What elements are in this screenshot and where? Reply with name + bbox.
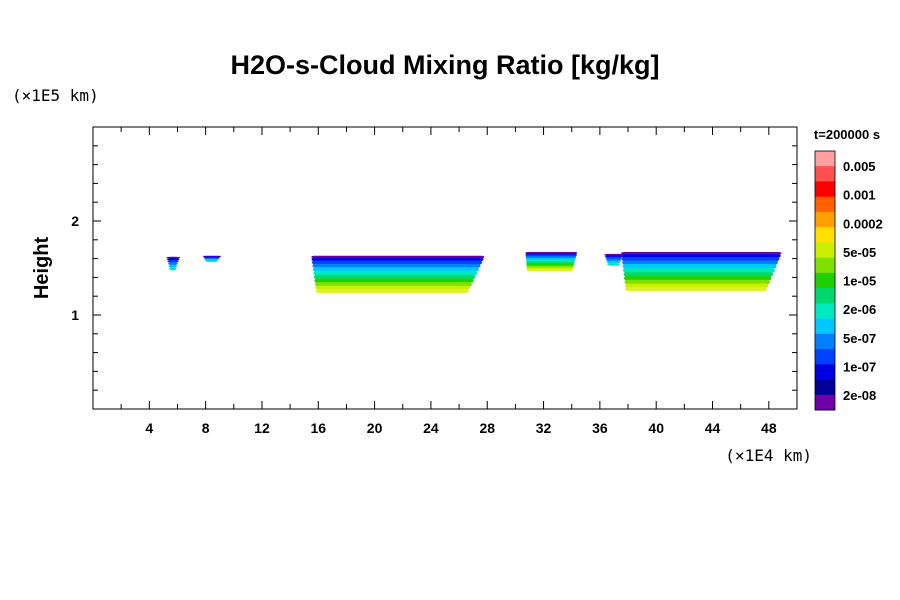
cloud-band <box>312 263 481 268</box>
cloud-band <box>205 260 218 263</box>
cloud-field <box>166 252 782 294</box>
cloud-band <box>166 257 180 261</box>
colorbar-label: 1e-05 <box>843 274 876 289</box>
cloud-6 <box>621 252 782 292</box>
cloud-band <box>605 258 622 262</box>
colorbar-segment <box>815 257 835 274</box>
colorbar-segment <box>815 196 835 213</box>
cloud-band <box>168 264 178 268</box>
y-tick-label: 2 <box>71 213 79 229</box>
cloud-band <box>624 279 770 285</box>
cloud-3 <box>311 255 485 294</box>
colorbar-frame <box>814 150 836 411</box>
colorbar-segment <box>815 333 835 350</box>
cloud-band <box>526 265 574 269</box>
y-axis: 12 <box>71 145 797 391</box>
x-tick-label: 32 <box>536 420 552 436</box>
colorbar-label: 2e-08 <box>843 388 876 403</box>
colorbar-segment <box>815 211 835 228</box>
x-tick-label: 24 <box>423 420 439 436</box>
x-tick-label: 40 <box>648 420 664 436</box>
x-tick-label: 44 <box>705 420 721 436</box>
plot-frame <box>92 126 798 410</box>
colorbar-labels: 0.005 0.001 0.0002 5e-05 1e-05 2e-06 5e-07 1e-0… <box>843 159 883 403</box>
chart-title: H2O-s-Cloud Mixing Ratio [kg/kg] <box>231 50 660 80</box>
cloud-band <box>623 275 772 281</box>
x-tick-label: 4 <box>145 420 153 436</box>
colorbar-segment <box>815 349 835 365</box>
x-tick-label: 8 <box>202 420 210 436</box>
colorbar-segment <box>815 151 835 167</box>
cloud-band <box>624 283 769 288</box>
cloud-band <box>622 260 778 265</box>
x-axis: 4 8 12 16 20 24 28 32 36 40 44 48 <box>120 127 777 436</box>
cloud-band <box>311 260 483 265</box>
y-unit-label: (×1E5 km) <box>12 86 99 105</box>
cloud-4 <box>525 252 578 272</box>
cloud-2 <box>202 255 222 263</box>
cloud-band <box>526 269 573 272</box>
cloud-band <box>525 259 576 263</box>
y-axis-label: Height <box>31 237 53 300</box>
cloud-band <box>606 260 621 264</box>
cloud-band <box>167 260 179 263</box>
cloud-band <box>526 261 575 265</box>
cloud-band <box>311 257 484 262</box>
x-tick-label: 16 <box>310 420 326 436</box>
x-tick-label: 36 <box>592 420 608 436</box>
colorbar-segment <box>815 288 835 304</box>
x-tick-label: 20 <box>367 420 383 436</box>
cloud-band <box>169 267 177 271</box>
cloud-band <box>312 267 480 272</box>
colorbar-segment <box>815 272 835 289</box>
time-label: t=200000 s <box>814 127 880 142</box>
colorbar-segment <box>815 181 835 198</box>
cloud-band <box>525 257 576 261</box>
colorbar-label: 1e-07 <box>843 359 876 374</box>
colorbar-label: 0.0002 <box>843 216 883 231</box>
cloud-band <box>314 282 472 287</box>
cloud-band <box>605 256 623 260</box>
cloud-band <box>168 262 178 266</box>
colorbar-label: 5e-05 <box>843 245 876 260</box>
cloud-band <box>526 263 575 267</box>
y-tick-label: 1 <box>71 307 79 323</box>
cloud-band <box>607 262 620 266</box>
x-unit-label: (×1E4 km) <box>725 446 812 465</box>
cloud-band <box>315 285 471 290</box>
colorbar-label: 0.001 <box>843 188 876 203</box>
colorbar-segment <box>815 394 835 411</box>
colorbar-segment <box>815 227 835 243</box>
colorbar-segment <box>815 166 835 182</box>
cloud-band <box>621 253 781 258</box>
colorbar-segment <box>815 242 835 259</box>
cloud-band <box>625 287 767 292</box>
x-tick-label: 48 <box>761 420 777 436</box>
colorbar <box>814 150 836 411</box>
cloud-1 <box>166 256 181 271</box>
cloud-band <box>604 254 624 258</box>
cloud-band <box>313 274 476 280</box>
cloud-band <box>311 255 485 259</box>
cloud-band <box>622 263 777 269</box>
cloud-band <box>622 267 775 273</box>
x-tick-label: 12 <box>254 420 270 436</box>
cloud-band <box>621 252 782 255</box>
x-tick-label: 28 <box>479 420 495 436</box>
cloud-band <box>314 278 474 283</box>
colorbar-segment <box>815 318 835 335</box>
cloud-band <box>621 257 780 262</box>
colorbar-segment <box>815 379 835 396</box>
cloud-band <box>623 272 774 277</box>
colorbar-label: 0.005 <box>843 159 876 174</box>
cloud-5 <box>604 253 624 266</box>
colorbar-segment <box>815 303 835 320</box>
cloud-band <box>313 270 478 276</box>
colorbar-label: 5e-07 <box>843 331 876 346</box>
cloud-band <box>315 289 469 294</box>
colorbar-label: 2e-06 <box>843 302 876 317</box>
colorbar-segment <box>815 364 835 381</box>
